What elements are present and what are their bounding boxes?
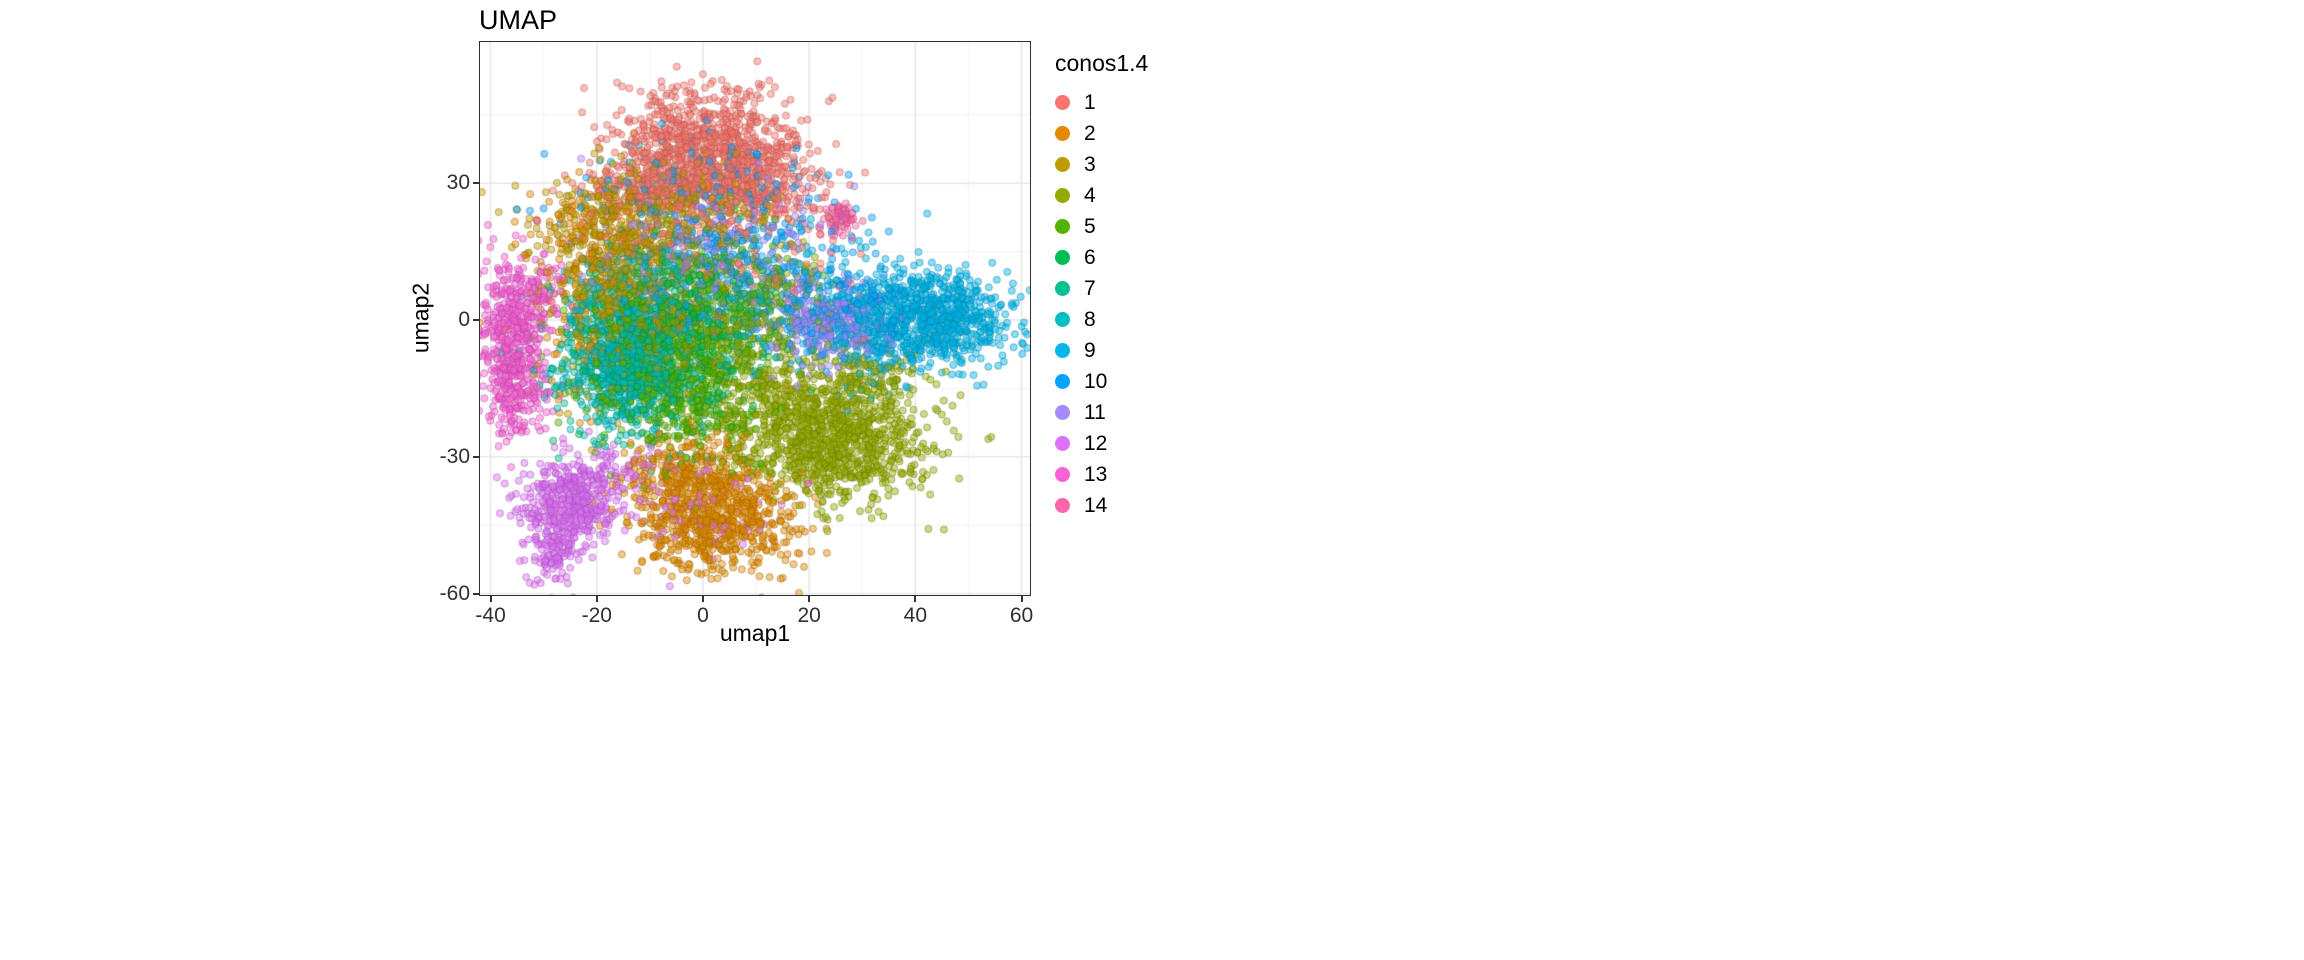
legend-item: 6: [1055, 242, 1148, 273]
legend-item: 1: [1055, 87, 1148, 118]
y-tick-mark: [473, 319, 480, 322]
x-tick-label: 20: [797, 604, 821, 627]
legend-item: 13: [1055, 459, 1148, 490]
legend-item-label: 12: [1084, 431, 1108, 455]
legend-item: 14: [1055, 490, 1148, 521]
plot-title: UMAP: [479, 5, 558, 35]
legend-item: 4: [1055, 180, 1148, 211]
legend-item-label: 13: [1084, 462, 1108, 486]
legend-swatch: [1055, 219, 1070, 234]
y-tick-label: 0: [458, 308, 470, 332]
legend-swatch: [1055, 374, 1070, 389]
legend-items: 1 2 3 4 5 6 7 8 9 10 11 12 13 14: [1055, 87, 1148, 521]
x-tick-mark: [914, 595, 917, 602]
legend-swatch: [1055, 343, 1070, 358]
legend-item: 2: [1055, 118, 1148, 149]
legend-item-label: 10: [1084, 369, 1108, 393]
legend-item: 5: [1055, 211, 1148, 242]
y-tick-label: -60: [439, 581, 470, 605]
legend-item: 9: [1055, 335, 1148, 366]
x-tick-mark: [701, 595, 704, 602]
legend-item-label: 1: [1084, 90, 1096, 114]
legend-swatch: [1055, 405, 1070, 420]
legend-item: 10: [1055, 366, 1148, 397]
x-axis-title: umap1: [719, 620, 791, 646]
legend-title: conos1.4: [1055, 50, 1149, 76]
legend-item-label: 3: [1084, 152, 1096, 176]
plot-panel: [479, 41, 1031, 596]
legend-swatch: [1055, 188, 1070, 203]
y-tick-label: 30: [446, 171, 470, 195]
y-tick-mark: [473, 455, 480, 458]
x-tick-label: 60: [1009, 604, 1034, 627]
legend-item: 12: [1055, 428, 1148, 459]
x-tick-mark: [489, 595, 492, 602]
x-tick-mark: [1020, 595, 1023, 602]
y-tick-mark: [473, 182, 480, 185]
legend-swatch: [1055, 281, 1070, 296]
legend-swatch: [1055, 126, 1070, 141]
legend-item-label: 7: [1084, 276, 1096, 300]
legend-swatch: [1055, 250, 1070, 265]
legend-swatch: [1055, 95, 1070, 110]
legend-item-label: 11: [1084, 400, 1106, 424]
x-tick-label: 0: [697, 604, 709, 627]
legend-swatch: [1055, 157, 1070, 172]
x-tick-mark: [808, 595, 811, 602]
legend: conos1.4 1 2 3 4 5 6 7 8 9 10 11 12 13 14: [1055, 50, 1148, 521]
legend-item: 8: [1055, 304, 1148, 335]
x-tick-label: 40: [903, 604, 928, 627]
legend-item: 3: [1055, 149, 1148, 180]
scatter-canvas: [480, 42, 1030, 595]
legend-item-label: 9: [1084, 338, 1096, 362]
y-tick-label: -30: [439, 444, 470, 468]
legend-item-label: 8: [1084, 307, 1096, 331]
y-tick-mark: [473, 592, 480, 595]
legend-item: 7: [1055, 273, 1148, 304]
legend-swatch: [1055, 498, 1070, 513]
legend-item-label: 6: [1084, 245, 1096, 269]
x-tick-label: -40: [475, 604, 506, 627]
legend-swatch: [1055, 467, 1070, 482]
x-tick-label: -20: [581, 604, 612, 627]
legend-swatch: [1055, 312, 1070, 327]
legend-swatch: [1055, 436, 1070, 451]
legend-item-label: 2: [1084, 121, 1096, 145]
legend-item-label: 5: [1084, 214, 1096, 238]
legend-item-label: 14: [1084, 493, 1108, 517]
legend-item-label: 4: [1084, 183, 1096, 207]
x-tick-mark: [595, 595, 598, 602]
legend-item: 11: [1055, 397, 1148, 428]
